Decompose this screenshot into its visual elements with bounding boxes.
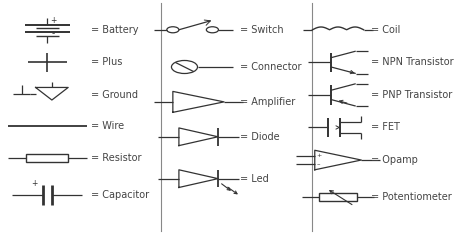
Text: -: - xyxy=(52,29,55,38)
Text: = Connector: = Connector xyxy=(240,62,302,72)
Text: = Plus: = Plus xyxy=(91,57,123,67)
Text: = Resistor: = Resistor xyxy=(91,153,142,163)
Text: +: + xyxy=(31,179,37,188)
Text: = Coil: = Coil xyxy=(371,25,400,35)
Text: = Opamp: = Opamp xyxy=(371,155,418,165)
Text: = Switch: = Switch xyxy=(240,25,284,35)
Text: = Ground: = Ground xyxy=(91,90,138,100)
Text: = NPN Transistor: = NPN Transistor xyxy=(371,57,453,67)
Bar xyxy=(26,154,68,162)
Bar xyxy=(319,194,356,201)
Text: = PNP Transistor: = PNP Transistor xyxy=(371,90,452,100)
Text: +: + xyxy=(316,153,321,158)
Text: = Diode: = Diode xyxy=(240,132,280,142)
Text: = Wire: = Wire xyxy=(91,121,125,131)
Text: = FET: = FET xyxy=(371,122,400,132)
Text: = Amplifier: = Amplifier xyxy=(240,97,296,107)
Text: = Potentiometer: = Potentiometer xyxy=(371,192,451,202)
Text: –: – xyxy=(317,161,320,167)
Text: = Led: = Led xyxy=(240,174,269,184)
Text: = Capacitor: = Capacitor xyxy=(91,190,150,200)
Text: +: + xyxy=(50,15,56,25)
Text: = Battery: = Battery xyxy=(91,25,139,35)
